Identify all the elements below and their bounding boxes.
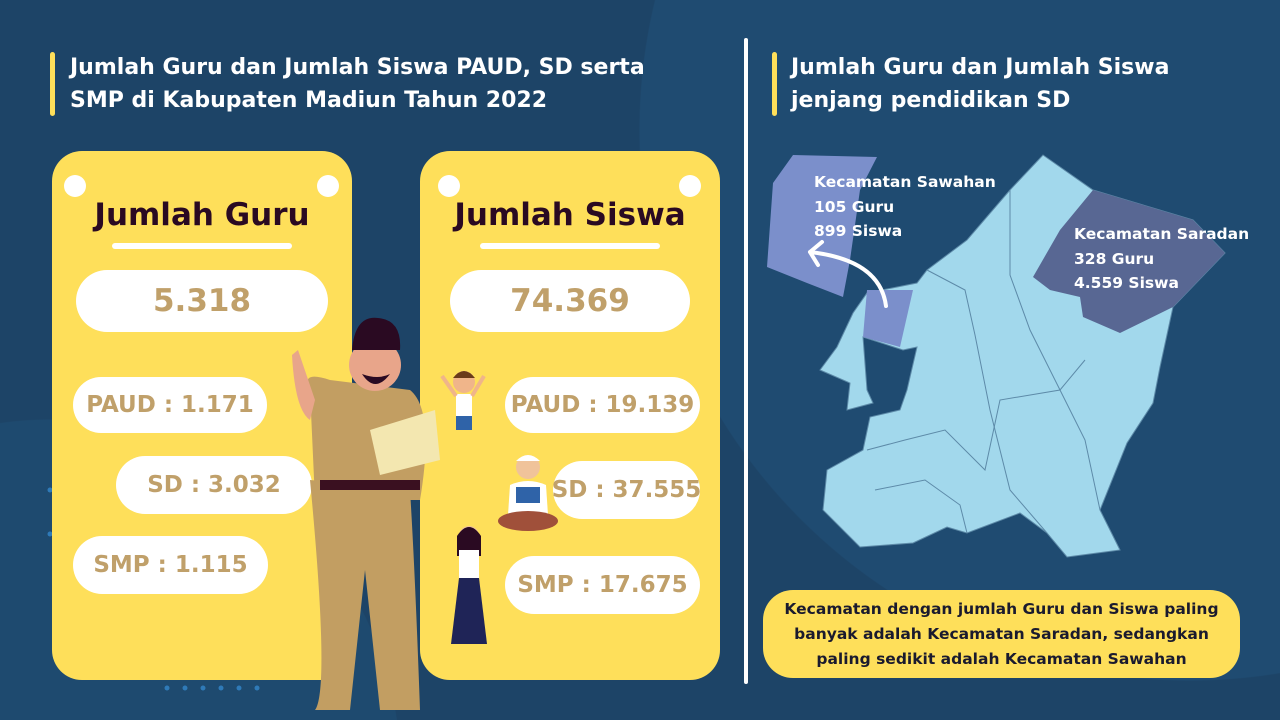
guru-smp: SMP : 1.115 bbox=[73, 536, 268, 594]
guru-card-title: Jumlah Guru bbox=[94, 197, 310, 233]
vertical-divider bbox=[744, 38, 748, 684]
dot bbox=[47, 487, 53, 493]
dot bbox=[200, 685, 206, 691]
guru-card: Jumlah Guru 5.318 PAUD : 1.171 SD : 3.03… bbox=[52, 151, 352, 680]
siswa-sd: SD : 37.555 bbox=[552, 461, 701, 519]
title-accent-bar bbox=[772, 52, 777, 116]
card-hole-icon bbox=[679, 175, 701, 197]
sawahan-label: Kecamatan Sawahan 105 Guru 899 Siswa bbox=[814, 170, 996, 244]
student-girl-illustration bbox=[451, 526, 487, 644]
dot bbox=[254, 685, 260, 691]
right-title-line2: jenjang pendidikan SD bbox=[791, 88, 1071, 113]
dot bbox=[182, 685, 188, 691]
saradan-label: Kecamatan Saradan 328 Guru 4.559 Siswa bbox=[1074, 222, 1249, 296]
left-title-line1: Jumlah Guru dan Jumlah Siswa PAUD, SD se… bbox=[70, 55, 645, 80]
saradan-name: Kecamatan Saradan bbox=[1074, 225, 1250, 243]
dot bbox=[236, 685, 242, 691]
card-hole-icon bbox=[317, 175, 339, 197]
card-hole-icon bbox=[438, 175, 460, 197]
guru-paud: PAUD : 1.171 bbox=[73, 377, 267, 433]
map-region-sawahan bbox=[863, 290, 913, 347]
map-region-saradan bbox=[1033, 190, 1225, 333]
summary-note-text: Kecamatan dengan jumlah Guru dan Siswa p… bbox=[784, 599, 1219, 668]
saradan-siswa: 4.559 Siswa bbox=[1074, 274, 1179, 292]
dot bbox=[218, 685, 224, 691]
map-district-border bbox=[874, 479, 968, 534]
siswa-total: 74.369 bbox=[450, 270, 690, 332]
guru-total: 5.318 bbox=[76, 270, 328, 332]
right-title-line1: Jumlah Guru dan Jumlah Siswa bbox=[791, 55, 1170, 80]
student-boy-illustration bbox=[440, 371, 486, 430]
siswa-card-title: Jumlah Siswa bbox=[454, 197, 686, 233]
left-title: Jumlah Guru dan Jumlah Siswa PAUD, SD se… bbox=[70, 51, 645, 117]
student-reading-illustration bbox=[498, 455, 558, 531]
guru-sd: SD : 3.032 bbox=[116, 456, 312, 514]
map-district-border bbox=[1009, 190, 1101, 511]
siswa-paud: PAUD : 19.139 bbox=[505, 377, 700, 433]
card-hole-icon bbox=[64, 175, 86, 197]
dot bbox=[47, 531, 53, 537]
title-underline bbox=[480, 243, 660, 249]
dot bbox=[164, 685, 170, 691]
map-district-border bbox=[866, 359, 1086, 472]
left-title-line2: SMP di Kabupaten Madiun Tahun 2022 bbox=[70, 88, 548, 113]
arrow-icon bbox=[808, 240, 888, 308]
map-district-border bbox=[926, 269, 1048, 534]
teacher-illustration bbox=[292, 317, 440, 710]
sawahan-name: Kecamatan Sawahan bbox=[814, 173, 996, 191]
sawahan-guru: 105 Guru bbox=[814, 197, 895, 216]
title-underline bbox=[112, 243, 292, 249]
title-accent-bar bbox=[50, 52, 55, 116]
siswa-smp: SMP : 17.675 bbox=[505, 556, 700, 614]
summary-note: Kecamatan dengan jumlah Guru dan Siswa p… bbox=[763, 590, 1240, 678]
right-title: Jumlah Guru dan Jumlah Siswa jenjang pen… bbox=[791, 51, 1169, 117]
sawahan-siswa: 899 Siswa bbox=[814, 222, 903, 240]
saradan-guru: 328 Guru bbox=[1074, 249, 1155, 268]
